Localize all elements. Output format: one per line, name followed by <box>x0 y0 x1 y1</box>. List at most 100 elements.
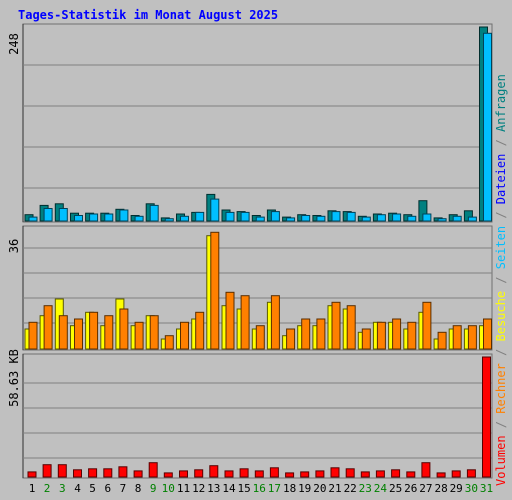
bar-besuche-day-13 <box>210 231 220 350</box>
bar-volumen-day-19 <box>300 471 310 478</box>
bar-volumen-day-13 <box>209 465 219 478</box>
bar-besuche-day-23 <box>361 328 371 350</box>
bar-besuche-day-28 <box>437 331 447 350</box>
bar-dateien-day-6 <box>104 213 114 222</box>
bar-dateien-day-4 <box>74 215 83 222</box>
bar-volumen-day-31 <box>482 356 491 478</box>
bar-dateien-day-22 <box>346 211 356 222</box>
bar-volumen-day-25 <box>391 469 401 478</box>
bar-volumen-day-5 <box>88 468 98 478</box>
bar-besuche-day-29 <box>452 325 462 350</box>
day-label-20: 20 <box>313 482 326 495</box>
day-label-15: 15 <box>237 482 250 495</box>
bar-besuche-day-17 <box>270 295 280 350</box>
bar-dateien-day-25 <box>392 213 402 222</box>
bar-besuche-day-8 <box>134 321 144 350</box>
bar-dateien-day-3 <box>58 208 68 222</box>
legend-item-5: / <box>494 276 508 290</box>
day-label-25: 25 <box>389 482 402 495</box>
bar-volumen-day-30 <box>466 469 476 478</box>
legend-item-9: / <box>494 139 508 153</box>
day-label-27: 27 <box>419 482 432 495</box>
bar-volumen-day-3 <box>57 464 67 478</box>
bar-dateien-day-30 <box>467 216 477 222</box>
y-max-label-bottom: 58.63 KB <box>7 349 21 407</box>
day-label-2: 2 <box>44 482 51 495</box>
day-label-24: 24 <box>374 482 388 495</box>
bar-dateien-day-13 <box>210 198 220 222</box>
bar-volumen-day-10 <box>163 472 173 478</box>
day-label-8: 8 <box>135 482 142 495</box>
legend-item-1: / <box>494 421 508 435</box>
day-label-21: 21 <box>328 482 341 495</box>
legend-item-8: Dateien <box>494 154 508 212</box>
bar-dateien-day-12 <box>195 211 205 222</box>
bar-dateien-day-8 <box>134 215 144 222</box>
bar-besuche-day-19 <box>301 318 311 350</box>
day-label-16: 16 <box>253 482 266 495</box>
bar-besuche-day-31 <box>483 318 492 350</box>
bar-volumen-day-16 <box>254 470 264 478</box>
day-label-29: 29 <box>450 482 463 495</box>
day-label-4: 4 <box>74 482 81 495</box>
day-label-23: 23 <box>359 482 372 495</box>
bar-besuche-day-16 <box>255 325 265 350</box>
day-label-3: 3 <box>59 482 66 495</box>
day-labels: 1 2 3 4 5 6 7 8 9 10 11 12 13 14 15 16 17 18 19 20 21 22 23 24 2… <box>29 482 493 495</box>
bar-volumen-day-11 <box>179 470 188 478</box>
bar-volumen-day-9 <box>148 462 158 478</box>
chart-panels <box>22 23 493 479</box>
bar-volumen-day-2 <box>42 464 52 478</box>
bar-dateien-day-28 <box>437 218 447 222</box>
bar-dateien-day-26 <box>407 215 417 222</box>
bar-volumen-day-22 <box>345 468 355 478</box>
bar-besuche-day-10 <box>164 335 174 350</box>
bar-volumen-day-18 <box>285 472 295 478</box>
bar-volumen-day-26 <box>406 471 416 478</box>
bar-dateien-day-5 <box>89 213 99 222</box>
bar-dateien-day-10 <box>164 218 174 222</box>
bar-besuche-day-27 <box>422 301 432 350</box>
bar-dateien-day-27 <box>422 213 432 222</box>
bar-besuche-day-4 <box>74 318 83 350</box>
bar-volumen-day-12 <box>194 469 204 478</box>
bar-besuche-day-12 <box>195 311 205 350</box>
bar-besuche-day-9 <box>149 315 159 350</box>
bar-besuche-day-14 <box>225 291 235 350</box>
day-label-1: 1 <box>29 482 36 495</box>
bar-besuche-day-22 <box>346 305 356 350</box>
day-label-13: 13 <box>207 482 220 495</box>
bar-besuche-day-1 <box>28 321 38 350</box>
bar-volumen-day-14 <box>224 470 234 478</box>
bar-dateien-day-2 <box>43 208 53 222</box>
bar-volumen-day-7 <box>118 466 128 478</box>
bar-dateien-day-14 <box>225 211 235 222</box>
panel-middle <box>22 225 493 351</box>
bar-dateien-day-24 <box>376 214 386 222</box>
panel-top <box>22 23 493 223</box>
panel-bottom <box>22 353 493 479</box>
bar-besuche-day-11 <box>180 321 189 350</box>
legend-item-3: / <box>494 349 508 363</box>
chart-title: Tages-Statistik im Monat August 2025 <box>18 8 278 22</box>
bar-dateien-day-1 <box>28 216 38 222</box>
day-label-31: 31 <box>480 482 493 495</box>
legend-item-2: Rechner <box>494 363 508 421</box>
bar-besuche-day-21 <box>331 301 341 350</box>
bar-besuche-day-5 <box>89 311 99 350</box>
bar-dateien-day-19 <box>301 215 311 222</box>
day-label-18: 18 <box>283 482 296 495</box>
day-label-17: 17 <box>268 482 281 495</box>
bar-volumen-day-27 <box>421 462 431 478</box>
bar-volumen-day-15 <box>239 468 249 478</box>
bar-volumen-day-1 <box>27 471 37 478</box>
bar-dateien-day-18 <box>286 217 296 222</box>
day-label-19: 19 <box>298 482 311 495</box>
legend-item-7: / <box>494 211 508 225</box>
day-label-28: 28 <box>434 482 447 495</box>
bar-besuche-day-25 <box>392 318 402 350</box>
bar-dateien-day-29 <box>452 215 462 222</box>
bar-volumen-day-28 <box>436 472 446 478</box>
